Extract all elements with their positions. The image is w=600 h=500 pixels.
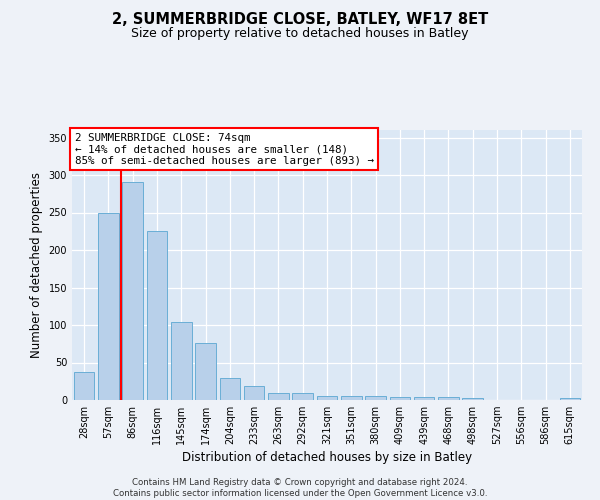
- Y-axis label: Number of detached properties: Number of detached properties: [30, 172, 43, 358]
- Text: Size of property relative to detached houses in Batley: Size of property relative to detached ho…: [131, 28, 469, 40]
- Bar: [438, 397, 459, 400]
- Text: 2 SUMMERBRIDGE CLOSE: 74sqm
← 14% of detached houses are smaller (148)
85% of se: 2 SUMMERBRIDGE CLOSE: 74sqm ← 14% of det…: [74, 132, 374, 166]
- Bar: [317, 396, 337, 400]
- Bar: [171, 322, 191, 400]
- Bar: [292, 392, 313, 400]
- Bar: [98, 212, 119, 400]
- Bar: [389, 397, 410, 400]
- Bar: [341, 396, 362, 400]
- Bar: [463, 398, 483, 400]
- Bar: [146, 231, 167, 400]
- Bar: [195, 343, 216, 400]
- Text: Contains HM Land Registry data © Crown copyright and database right 2024.
Contai: Contains HM Land Registry data © Crown c…: [113, 478, 487, 498]
- Bar: [220, 378, 240, 400]
- Bar: [560, 398, 580, 400]
- Bar: [268, 392, 289, 400]
- Text: 2, SUMMERBRIDGE CLOSE, BATLEY, WF17 8ET: 2, SUMMERBRIDGE CLOSE, BATLEY, WF17 8ET: [112, 12, 488, 28]
- Bar: [414, 397, 434, 400]
- Bar: [244, 386, 265, 400]
- X-axis label: Distribution of detached houses by size in Batley: Distribution of detached houses by size …: [182, 452, 472, 464]
- Bar: [365, 396, 386, 400]
- Bar: [122, 182, 143, 400]
- Bar: [74, 372, 94, 400]
